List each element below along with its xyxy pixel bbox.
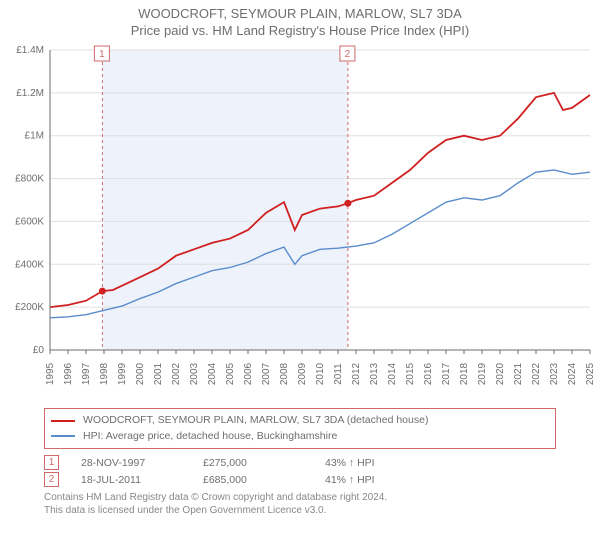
svg-text:2020: 2020 [495,362,506,385]
svg-text:2015: 2015 [405,362,416,385]
svg-text:2018: 2018 [459,362,470,385]
event-price: £685,000 [203,474,303,486]
event-price: £275,000 [203,457,303,469]
footer: Contains HM Land Registry data © Crown c… [44,491,556,517]
svg-text:1995: 1995 [45,362,56,385]
event-date: 18-JUL-2011 [81,474,181,486]
svg-text:2002: 2002 [171,362,182,385]
svg-text:2004: 2004 [207,362,218,385]
svg-text:1999: 1999 [117,362,128,385]
svg-text:£0: £0 [33,345,45,356]
svg-text:2010: 2010 [315,362,326,385]
svg-text:£800K: £800K [15,173,44,184]
event-row: 2 18-JUL-2011 £685,000 41% ↑ HPI [44,472,556,487]
svg-text:2005: 2005 [225,362,236,385]
svg-text:2007: 2007 [261,362,272,385]
svg-text:2009: 2009 [297,362,308,385]
svg-text:£600K: £600K [15,216,44,227]
event-row: 1 28-NOV-1997 £275,000 43% ↑ HPI [44,455,556,470]
event-badge: 2 [44,472,59,487]
svg-text:2014: 2014 [387,362,398,385]
svg-text:1998: 1998 [99,362,110,385]
legend: WOODCROFT, SEYMOUR PLAIN, MARLOW, SL7 3D… [44,408,556,450]
event-delta: 41% ↑ HPI [325,474,425,486]
svg-text:2016: 2016 [423,362,434,385]
svg-text:2: 2 [345,49,351,60]
svg-text:2025: 2025 [585,362,596,385]
title-line2: Price paid vs. HM Land Registry's House … [0,23,600,40]
event-date: 28-NOV-1997 [81,457,181,469]
chart-container: £0 £200K £400K £600K £800K £1M £1.2M £1.4M 1995 1… [0,40,600,400]
svg-text:2011: 2011 [333,363,344,385]
svg-text:2021: 2021 [513,362,524,385]
svg-text:2003: 2003 [189,362,200,385]
svg-text:2022: 2022 [531,362,542,385]
svg-text:2017: 2017 [441,362,452,385]
svg-text:2000: 2000 [135,362,146,385]
legend-swatch [51,420,75,422]
svg-text:£1.4M: £1.4M [16,45,44,56]
svg-text:2023: 2023 [549,362,560,385]
legend-item: WOODCROFT, SEYMOUR PLAIN, MARLOW, SL7 3D… [51,413,549,429]
title-line1: WOODCROFT, SEYMOUR PLAIN, MARLOW, SL7 3D… [0,6,600,23]
svg-text:£400K: £400K [15,259,44,270]
legend-swatch [51,435,75,437]
legend-label: HPI: Average price, detached house, Buck… [83,429,337,445]
svg-text:2019: 2019 [477,362,488,385]
svg-text:1996: 1996 [63,362,74,385]
events-table: 1 28-NOV-1997 £275,000 43% ↑ HPI 2 18-JU… [44,455,556,487]
svg-text:2006: 2006 [243,362,254,385]
legend-label: WOODCROFT, SEYMOUR PLAIN, MARLOW, SL7 3D… [83,413,428,429]
svg-text:£1.2M: £1.2M [16,88,44,99]
svg-text:1: 1 [99,49,105,60]
svg-text:2008: 2008 [279,362,290,385]
chart-title: WOODCROFT, SEYMOUR PLAIN, MARLOW, SL7 3D… [0,0,600,40]
event-badge: 1 [44,455,59,470]
svg-text:£1M: £1M [25,130,44,141]
svg-text:1997: 1997 [81,362,92,385]
footer-line1: Contains HM Land Registry data © Crown c… [44,491,556,504]
svg-text:2024: 2024 [567,362,578,385]
event-delta: 43% ↑ HPI [325,457,425,469]
line-chart: £0 £200K £400K £600K £800K £1M £1.2M £1.4M 1995 1… [0,40,600,400]
svg-text:£200K: £200K [15,302,44,313]
svg-text:2012: 2012 [351,362,362,385]
svg-text:2001: 2001 [153,362,164,385]
svg-text:2013: 2013 [369,362,380,385]
footer-line2: This data is licensed under the Open Gov… [44,504,556,517]
legend-item: HPI: Average price, detached house, Buck… [51,429,549,445]
